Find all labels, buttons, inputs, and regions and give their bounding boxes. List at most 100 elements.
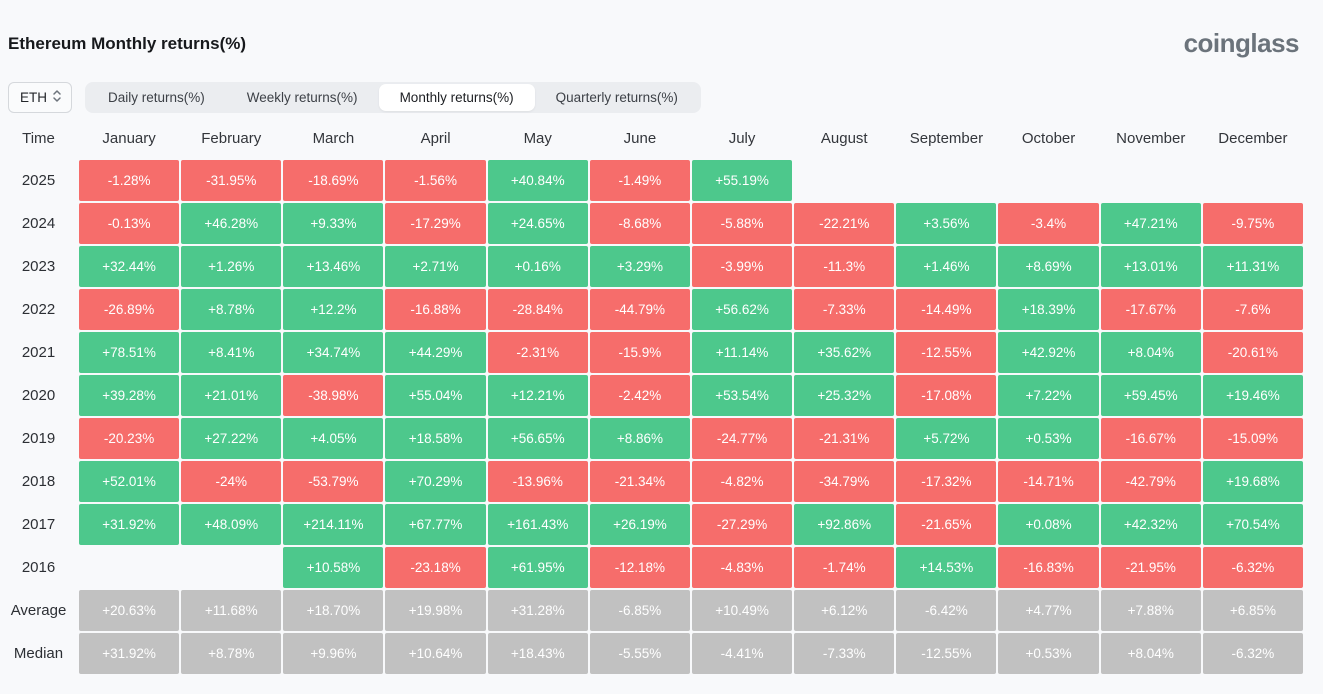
return-cell: +39.28%: [79, 375, 180, 416]
return-cell: -17.08%: [896, 375, 997, 416]
tab-quarterly-returns[interactable]: Quarterly returns(%): [555, 90, 678, 105]
return-cell: +56.65%: [487, 418, 588, 459]
return-cell: +10.58%: [283, 547, 384, 588]
return-cell: +12.21%: [487, 375, 588, 416]
row-label-2021: 2021: [21, 344, 56, 361]
return-cell: +52.01%: [79, 461, 180, 502]
return-cell: -1.28%: [79, 160, 180, 201]
return-cell: -16.83%: [998, 547, 1099, 588]
return-cell: -53.79%: [283, 461, 384, 502]
empty-cell: [998, 160, 1098, 201]
return-cell: -2.31%: [487, 332, 588, 373]
column-header-january: January: [102, 129, 156, 147]
return-cell: +20.63%: [79, 590, 180, 631]
symbol-select[interactable]: ETH: [8, 82, 72, 113]
return-cell: +9.96%: [283, 633, 384, 674]
symbol-select-value: ETH: [20, 90, 47, 105]
empty-cell: [896, 160, 996, 201]
row-label-2025: 2025: [21, 172, 56, 189]
return-cell: -0.13%: [79, 203, 180, 244]
return-cell: -20.23%: [79, 418, 180, 459]
return-cell: -16.88%: [385, 289, 486, 330]
return-cell: +8.04%: [1100, 633, 1201, 674]
column-header-time: Time: [22, 129, 55, 147]
column-header-august: August: [820, 129, 868, 147]
tab-daily-returns[interactable]: Daily returns(%): [108, 90, 205, 105]
row-label-median: Median: [13, 645, 64, 662]
return-cell: +56.62%: [691, 289, 793, 330]
return-cell: -6.42%: [896, 590, 997, 631]
return-cell: -12.18%: [589, 547, 690, 588]
row-label-2024: 2024: [21, 215, 56, 232]
return-cell: +19.98%: [385, 590, 486, 631]
column-header-december: December: [1218, 129, 1288, 147]
return-cell: -15.9%: [589, 332, 690, 373]
return-cell: +10.64%: [385, 633, 486, 674]
return-cell: -4.41%: [691, 633, 793, 674]
return-cell: +19.46%: [1202, 375, 1303, 416]
return-cell: -6.85%: [589, 590, 690, 631]
column-header-march: March: [312, 129, 355, 147]
return-cell: +31.92%: [79, 504, 180, 545]
return-cell: +55.04%: [385, 375, 486, 416]
return-cell: +0.16%: [487, 246, 588, 287]
return-cell: +19.68%: [1202, 461, 1303, 502]
return-cell: -17.32%: [896, 461, 997, 502]
return-cell: +42.92%: [998, 332, 1099, 373]
return-cell: -5.55%: [589, 633, 690, 674]
return-cell: -7.33%: [794, 289, 895, 330]
return-cell: +3.56%: [896, 203, 997, 244]
return-cell: -1.49%: [589, 160, 690, 201]
return-cell: -13.96%: [487, 461, 588, 502]
return-cell: -7.6%: [1202, 289, 1303, 330]
return-cell: +0.53%: [998, 418, 1099, 459]
return-cell: -18.69%: [283, 160, 384, 201]
return-cell: -4.82%: [691, 461, 793, 502]
return-cell: -1.56%: [385, 160, 486, 201]
return-cell: +1.26%: [181, 246, 282, 287]
tab-weekly-returns[interactable]: Weekly returns(%): [246, 90, 358, 105]
return-cell: -8.68%: [589, 203, 690, 244]
return-cell: +18.70%: [283, 590, 384, 631]
return-cell: +70.54%: [1202, 504, 1303, 545]
return-cell: -6.32%: [1202, 633, 1303, 674]
return-cell: +13.01%: [1100, 246, 1201, 287]
return-cell: -28.84%: [487, 289, 588, 330]
return-cell: +13.46%: [283, 246, 384, 287]
return-cell: -24%: [181, 461, 282, 502]
row-label-2017: 2017: [21, 516, 56, 533]
empty-cell: [181, 547, 281, 588]
column-header-november: November: [1116, 129, 1186, 147]
return-cell: +27.22%: [181, 418, 282, 459]
return-cell: -27.29%: [691, 504, 793, 545]
tab-monthly-returns[interactable]: Monthly returns(%): [378, 84, 535, 111]
return-cell: +6.12%: [794, 590, 895, 631]
return-cell: +12.2%: [283, 289, 384, 330]
column-header-july: July: [728, 129, 756, 147]
return-cell: +8.69%: [998, 246, 1099, 287]
return-cell: -22.21%: [794, 203, 895, 244]
return-cell: +2.71%: [385, 246, 486, 287]
return-cell: +18.43%: [487, 633, 588, 674]
return-cell: -3.99%: [691, 246, 793, 287]
return-cell: -9.75%: [1202, 203, 1303, 244]
coinglass-logo: coinglass: [1183, 28, 1300, 58]
return-cell: +26.19%: [589, 504, 690, 545]
return-cell: -34.79%: [794, 461, 895, 502]
return-cell: +4.05%: [283, 418, 384, 459]
column-header-february: February: [201, 129, 262, 147]
return-cell: -11.3%: [794, 246, 895, 287]
page-title: Ethereum Monthly returns(%): [8, 33, 247, 53]
return-cell: -20.61%: [1202, 332, 1303, 373]
return-cell: +34.74%: [283, 332, 384, 373]
return-cell: +42.32%: [1100, 504, 1201, 545]
empty-cell: [79, 547, 179, 588]
return-cell: -12.55%: [896, 332, 997, 373]
return-cell: +67.77%: [385, 504, 486, 545]
return-cell: +4.77%: [998, 590, 1099, 631]
return-cell: +8.41%: [181, 332, 282, 373]
return-cell: +11.14%: [691, 332, 793, 373]
row-label-2018: 2018: [21, 473, 56, 490]
return-cell: -38.98%: [283, 375, 384, 416]
return-cell: +8.78%: [181, 633, 282, 674]
